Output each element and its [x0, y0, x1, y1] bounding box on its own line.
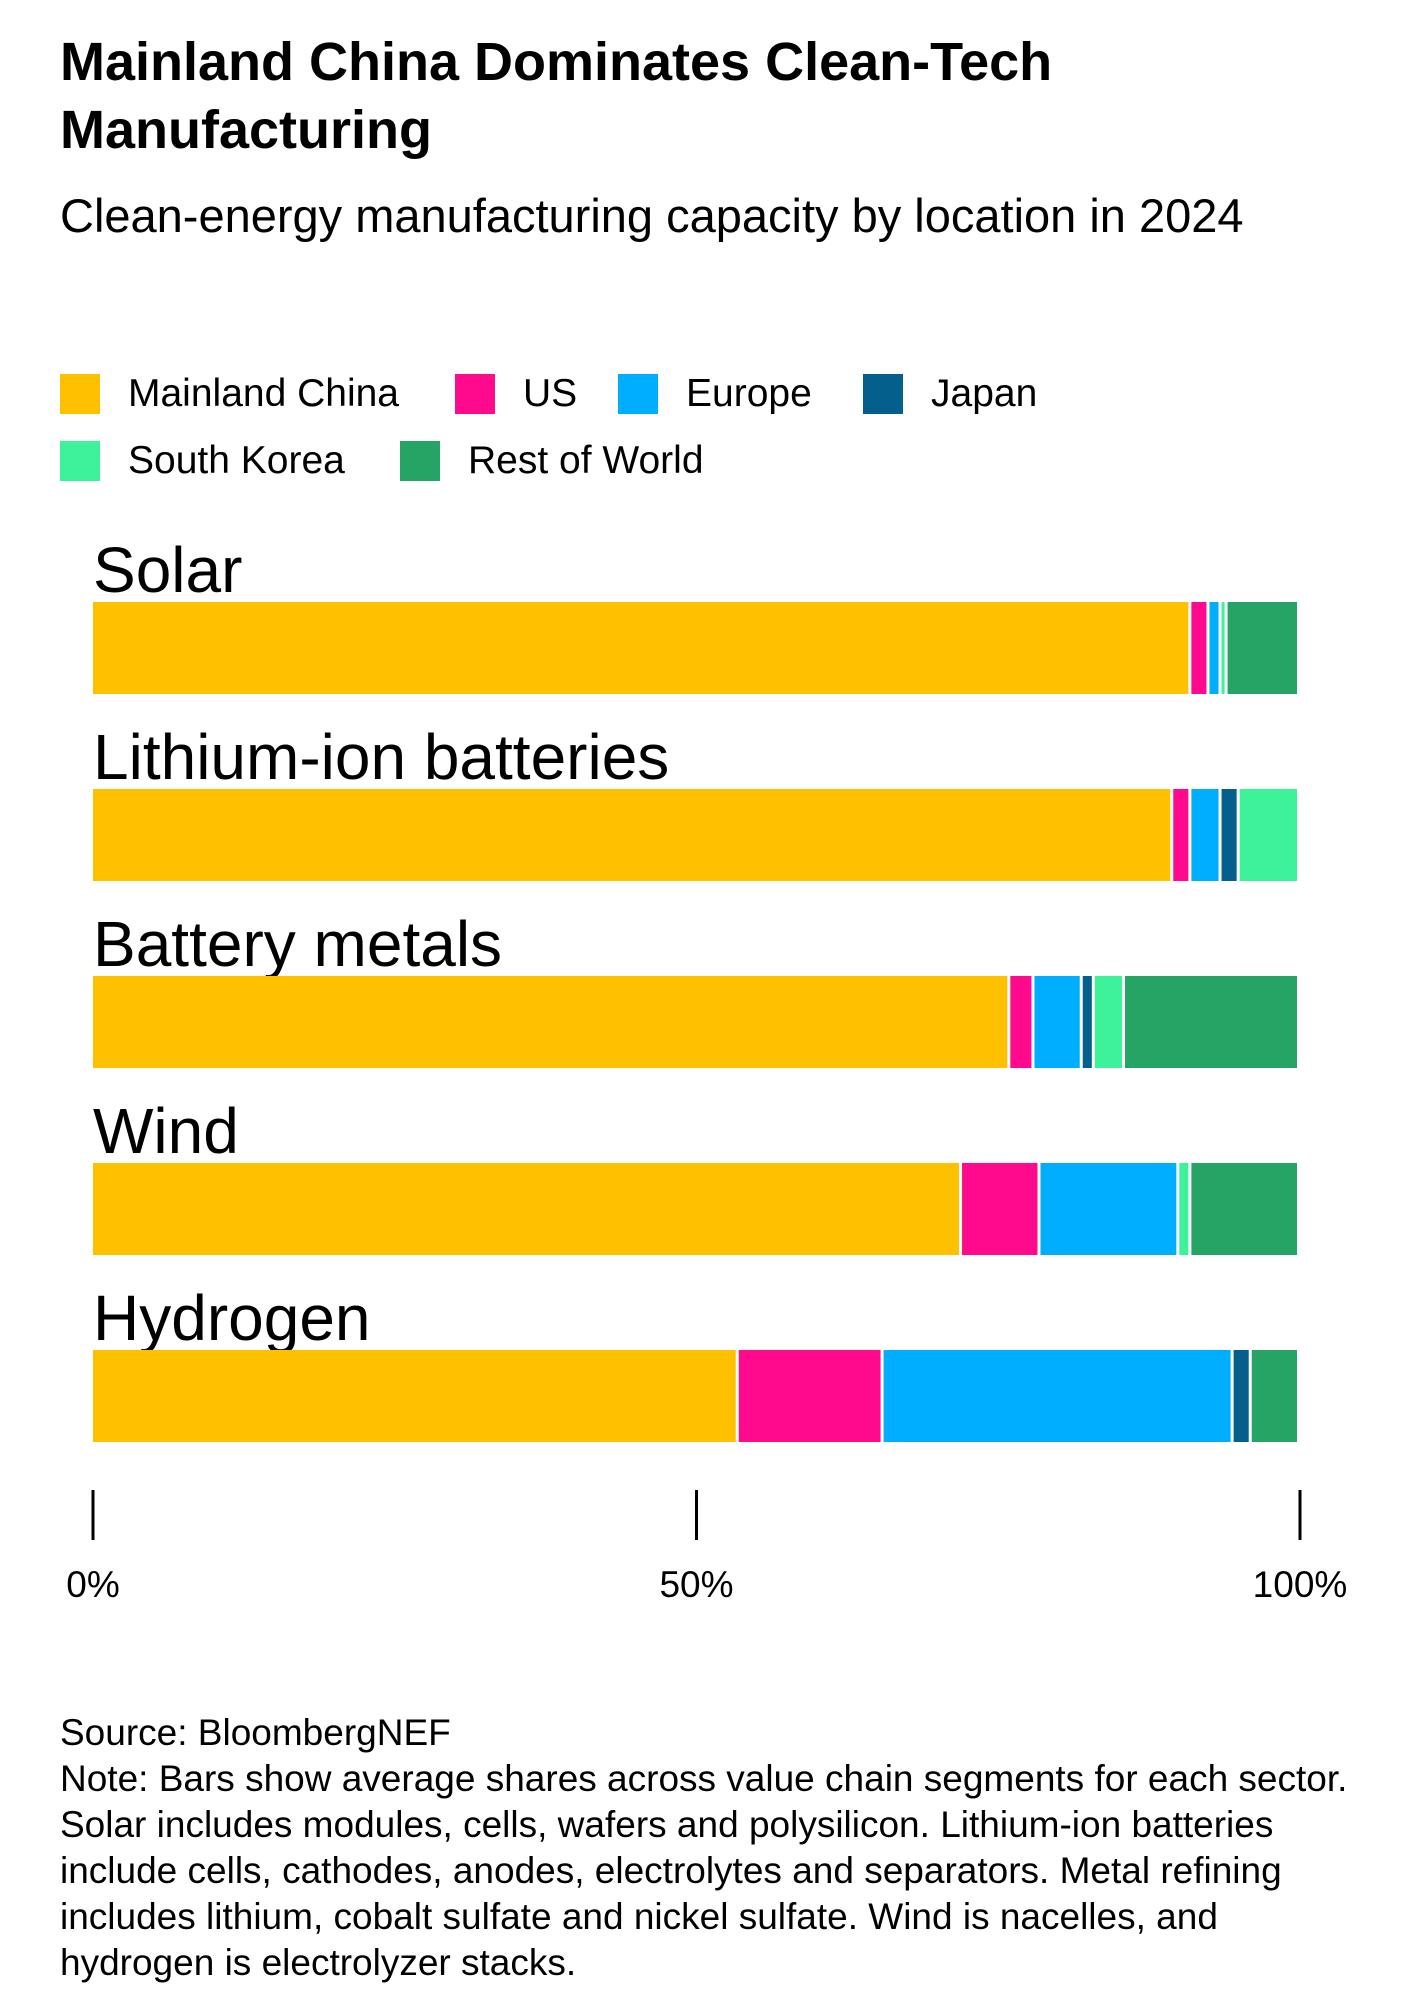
- x-tick-label-0: 0%: [66, 1564, 119, 1605]
- bar-segment-lithium-ion-batteries-us: [1173, 789, 1189, 881]
- legend-swatch-europe: [618, 374, 658, 414]
- legend: Mainland China US Europe Japan South Kor…: [60, 372, 1360, 512]
- legend-swatch-japan: [863, 374, 903, 414]
- bar-segment-battery-metals-rest-of-world: [1124, 976, 1297, 1068]
- bar-segment-wind-europe: [1040, 1163, 1177, 1255]
- bar-segment-wind-us: [962, 1163, 1038, 1255]
- category-label-wind: Wind: [93, 1095, 239, 1167]
- category-label-hydrogen: Hydrogen: [93, 1282, 371, 1354]
- category-label-solar: Solar: [93, 534, 242, 606]
- legend-label-rest-of-world: Rest of World: [468, 439, 704, 482]
- legend-label-japan: Japan: [931, 372, 1038, 415]
- x-tick-label-100: 100%: [1253, 1564, 1348, 1605]
- legend-item-mainland-china: Mainland China: [60, 372, 399, 416]
- category-label-lithium-ion-batteries: Lithium-ion batteries: [93, 721, 669, 793]
- legend-item-us: US: [455, 372, 577, 416]
- bar-segment-battery-metals-mainland-china: [93, 976, 1008, 1068]
- bar-segment-battery-metals-europe: [1034, 976, 1080, 1068]
- bar-segment-lithium-ion-batteries-south-korea: [1239, 789, 1297, 881]
- footer: Source: BloombergNEF Note: Bars show ave…: [60, 1710, 1380, 1986]
- bar-segment-hydrogen-europe: [883, 1350, 1231, 1442]
- legend-item-rest-of-world: Rest of World: [400, 439, 704, 483]
- bar-segment-solar-europe: [1209, 602, 1219, 694]
- legend-label-europe: Europe: [686, 372, 812, 415]
- source-note: Source: BloombergNEF: [60, 1712, 451, 1753]
- bar-segment-solar-rest-of-world: [1227, 602, 1297, 694]
- category-label-battery-metals: Battery metals: [93, 908, 502, 980]
- bar-segment-hydrogen-japan: [1233, 1350, 1249, 1442]
- x-tick-label-50: 50%: [659, 1564, 733, 1605]
- bar-segment-hydrogen-us: [738, 1350, 881, 1442]
- bar-segment-battery-metals-south-korea: [1094, 976, 1122, 1068]
- legend-swatch-rest-of-world: [400, 441, 440, 481]
- bar-segment-hydrogen-rest-of-world: [1251, 1350, 1297, 1442]
- bar-segment-solar-south-korea: [1221, 602, 1225, 694]
- bar-segment-wind-rest-of-world: [1191, 1163, 1297, 1255]
- legend-swatch-south-korea: [60, 441, 100, 481]
- bar-segment-lithium-ion-batteries-europe: [1191, 789, 1219, 881]
- legend-label-us: US: [523, 372, 578, 415]
- methodology-note: Note: Bars show average shares across va…: [60, 1758, 1348, 1983]
- bar-segment-wind-mainland-china: [93, 1163, 960, 1255]
- legend-swatch-us: [455, 374, 495, 414]
- chart-subtitle: Clean-energy manufacturing capacity by l…: [60, 189, 1244, 242]
- stacked-bar-chart: Solar Lithium-ion batteries Battery metals…: [66, 534, 1348, 1605]
- bar-segment-hydrogen-mainland-china: [93, 1350, 736, 1442]
- legend-item-japan: Japan: [863, 372, 1037, 416]
- legend-label-south-korea: South Korea: [128, 439, 345, 482]
- legend-swatch-mainland-china: [60, 374, 100, 414]
- bar-segment-lithium-ion-batteries-mainland-china: [93, 789, 1171, 881]
- legend-item-south-korea: South Korea: [60, 439, 345, 483]
- bar-segment-battery-metals-japan: [1082, 976, 1092, 1068]
- bar-segment-lithium-ion-batteries-japan: [1221, 789, 1237, 881]
- legend-item-europe: Europe: [618, 372, 812, 416]
- bar-segment-solar-us: [1191, 602, 1207, 694]
- chart-title: Mainland China Dominates Clean-Tech Manu…: [60, 32, 1053, 160]
- bar-segment-wind-south-korea: [1179, 1163, 1189, 1255]
- bar-segment-battery-metals-us: [1010, 976, 1032, 1068]
- legend-label-mainland-china: Mainland China: [128, 372, 400, 415]
- bar-segment-solar-mainland-china: [93, 602, 1189, 694]
